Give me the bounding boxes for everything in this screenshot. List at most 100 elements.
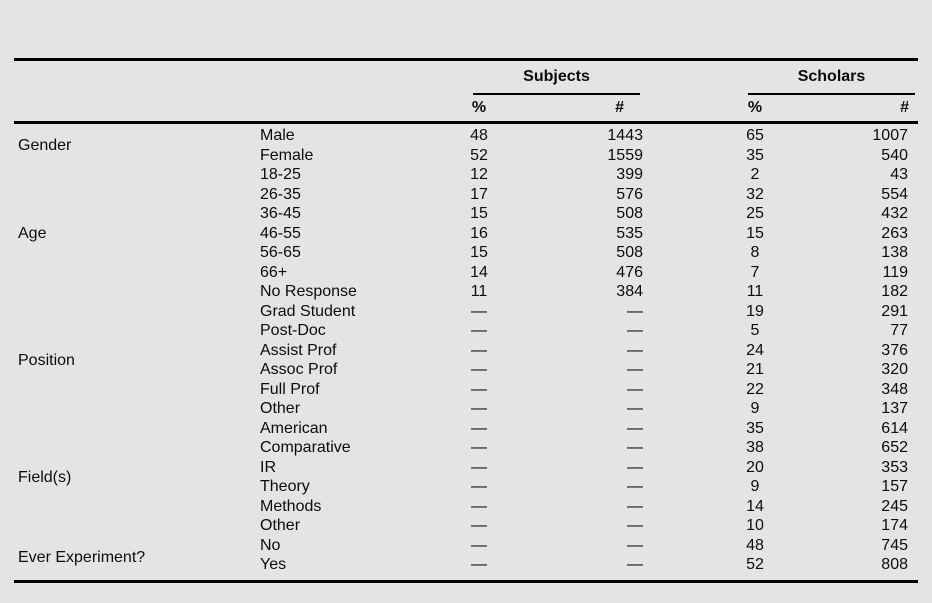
scholars-count-value: 745: [881, 536, 908, 554]
scholars-count-value: 157: [881, 478, 908, 496]
scholars-count-value: 320: [881, 361, 908, 379]
row-label: Yes: [260, 556, 287, 574]
subjects-count-value: —: [627, 439, 643, 457]
scholars-count-value: 353: [881, 458, 908, 476]
scholars-percent-value: 9: [750, 478, 760, 496]
subjects-count-value: —: [627, 478, 643, 496]
scholars-group-header: Scholars: [748, 69, 915, 95]
column-group-row: Subjects Scholars: [14, 60, 918, 96]
subcolumn-header-row: % # % #: [14, 95, 918, 124]
subjects-count-value: —: [627, 536, 643, 554]
scholars-percent-value: 32: [746, 185, 764, 203]
category-label: Ever Experiment?: [18, 548, 146, 566]
subjects-count-value: —: [627, 497, 643, 515]
subjects-count-value: —: [627, 400, 643, 418]
scholars-group-header-cell: Scholars: [644, 60, 918, 95]
scholars-count-value: 77: [890, 322, 908, 340]
row-label: Comparative: [260, 439, 351, 457]
category-label: Field(s): [18, 468, 72, 486]
scholars-count-value: 119: [882, 263, 908, 281]
table-row: Other — — 9 137: [14, 400, 918, 420]
table-row: Comparative — — 38 652: [14, 439, 918, 459]
subjects-count-value: —: [627, 556, 643, 574]
scholars-percent-value: 10: [746, 517, 764, 535]
subjects-count-value: —: [627, 458, 643, 476]
row-label: Other: [260, 400, 301, 418]
subjects-count-value: —: [627, 517, 643, 535]
subjects-count-value: 399: [616, 166, 643, 184]
subjects-count-value: —: [627, 322, 643, 340]
row-label: Female: [260, 146, 314, 164]
scholars-percent-value: 20: [746, 458, 764, 476]
subjects-percent-value: —: [471, 322, 487, 340]
subjects-count-value: —: [627, 419, 643, 437]
subjects-percent-value: 48: [470, 127, 488, 145]
scholars-count-value: 137: [881, 400, 908, 418]
scholars-count-value: 245: [881, 497, 908, 515]
row-label: Male: [260, 127, 295, 145]
scholars-percent-value: 7: [750, 263, 760, 281]
subjects-percent-value: —: [471, 536, 487, 554]
scholars-count-value: 138: [881, 244, 908, 262]
scholars-count-value: 540: [881, 146, 908, 164]
table-row: No Response 11 384 11 182: [14, 283, 918, 303]
table-row: 36-45 15 508 25 432: [14, 205, 918, 225]
scholars-percent-value: 48: [746, 536, 764, 554]
scholars-count-value: 348: [881, 380, 908, 398]
scholars-count-value: 376: [881, 341, 908, 359]
scholars-count-value: 614: [881, 419, 908, 437]
table-row: IR — — 20 353: [14, 459, 918, 479]
scholars-percent-value: 35: [746, 419, 764, 437]
table-row: Yes — — 52 808: [14, 556, 918, 581]
demographics-table: Subjects Scholars % # % # Gender Male 48 14…: [14, 58, 918, 583]
subjects-count-value: 535: [616, 224, 643, 242]
table-header: Subjects Scholars % # % #: [14, 60, 918, 124]
scholars-percent-value: 24: [746, 341, 764, 359]
scholars-count-value: 263: [881, 224, 908, 242]
subjects-percent-value: —: [471, 517, 487, 535]
category-label: Age: [18, 224, 47, 242]
row-label: No: [260, 536, 281, 554]
scholars-percent-value: 65: [746, 127, 764, 145]
scholars-count-value: 652: [881, 439, 908, 457]
header-spacer: [14, 95, 426, 124]
subjects-group-header-cell: Subjects: [426, 60, 644, 95]
subjects-percent-value: 11: [470, 283, 488, 301]
subjects-percent-value: —: [471, 497, 487, 515]
subjects-percent-value: —: [471, 556, 487, 574]
subjects-count-value: 576: [616, 185, 643, 203]
row-label: 26-35: [260, 185, 301, 203]
table-row: Other — — 10 174: [14, 517, 918, 537]
scholars-count-value: 174: [881, 517, 908, 535]
table-row: Ever Experiment? No — — 48 745: [14, 536, 918, 565]
scholars-count-value: 1007: [872, 127, 908, 145]
scholars-count-value: 554: [881, 185, 908, 203]
subjects-percent-value: —: [471, 400, 487, 418]
header-spacer: [14, 60, 426, 96]
row-label: Methods: [260, 497, 322, 515]
scholars-count-header: #: [866, 95, 918, 124]
subjects-percent-value: —: [471, 302, 487, 320]
scholars-count-value: 432: [881, 205, 908, 223]
subjects-percent-value: —: [471, 478, 487, 496]
subjects-percent-value: —: [471, 439, 487, 457]
row-label: Full Prof: [260, 380, 320, 398]
scholars-percent-value: 22: [746, 380, 764, 398]
table-row: Gender Male 48 1443 65 1007: [14, 123, 918, 153]
row-label: Other: [260, 517, 301, 535]
subjects-percent-value: 12: [470, 166, 488, 184]
scholars-percent-value: 52: [746, 556, 764, 574]
scholars-percent-value: 25: [746, 205, 764, 223]
scholars-count-value: 182: [881, 283, 908, 301]
table-row: Field(s) American — —35 614: [14, 419, 918, 485]
subjects-count-value: 508: [616, 205, 643, 223]
table-row: Position Grad Student — —19 291: [14, 302, 918, 368]
row-label: Assoc Prof: [260, 361, 338, 379]
subjects-group-header: Subjects: [473, 69, 640, 95]
table-row: Methods — — 14 245: [14, 498, 918, 518]
table-row: Age 18-25 12 399 2 43: [14, 166, 918, 242]
subjects-percent-header: %: [426, 95, 532, 124]
subjects-count-value: —: [627, 361, 643, 379]
row-label: American: [260, 419, 328, 437]
